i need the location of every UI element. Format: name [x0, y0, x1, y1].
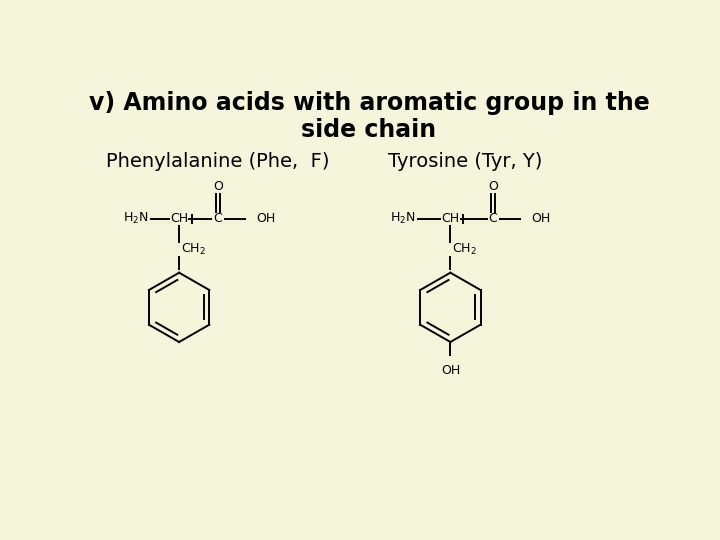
Text: C: C: [214, 212, 222, 225]
Text: O: O: [488, 180, 498, 193]
Text: C: C: [489, 212, 498, 225]
Text: Phenylalanine (Phe,  F): Phenylalanine (Phe, F): [106, 152, 329, 171]
Text: OH: OH: [532, 212, 551, 225]
Text: H$_2$N: H$_2$N: [122, 211, 148, 226]
Text: v) Amino acids with aromatic group in the: v) Amino acids with aromatic group in th…: [89, 91, 649, 116]
Text: Tyrosine (Tyr, Y): Tyrosine (Tyr, Y): [388, 152, 543, 171]
Text: CH$_2$: CH$_2$: [181, 242, 205, 257]
Text: CH: CH: [170, 212, 188, 225]
Text: CH: CH: [441, 212, 459, 225]
Text: CH$_2$: CH$_2$: [452, 242, 477, 257]
Text: OH: OH: [256, 212, 276, 225]
Text: side chain: side chain: [302, 118, 436, 142]
Text: H$_2$N: H$_2$N: [390, 211, 415, 226]
Text: O: O: [213, 180, 222, 193]
Text: OH: OH: [441, 363, 460, 376]
